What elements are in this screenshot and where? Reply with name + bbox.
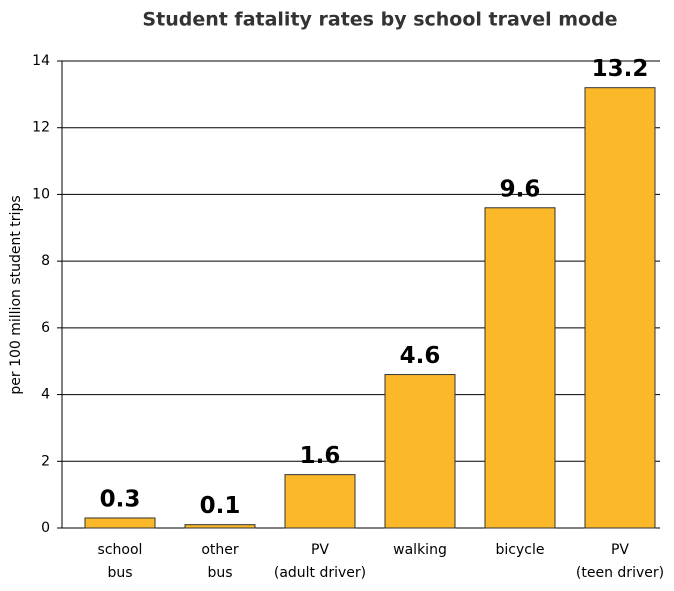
- data-label: 4.6: [400, 343, 441, 369]
- y-tick-label: 12: [32, 120, 50, 136]
- data-label: 13.2: [592, 56, 649, 82]
- x-tick-label: bus: [207, 565, 232, 581]
- bar: [584, 87, 656, 529]
- y-tick-label: 6: [41, 320, 50, 336]
- x-tick-label: PV: [611, 542, 629, 558]
- x-tick-label: bus: [107, 565, 132, 581]
- y-tick-label: 8: [41, 253, 50, 269]
- y-tick-label: 4: [41, 387, 50, 403]
- y-tick-label: 0: [41, 520, 50, 536]
- x-tick-label: walking: [393, 542, 447, 558]
- x-tick-label: (teen driver): [576, 565, 664, 581]
- bar: [284, 474, 356, 529]
- data-label: 9.6: [500, 176, 541, 202]
- data-label: 1.6: [300, 443, 341, 469]
- y-tick-label: 2: [41, 453, 50, 469]
- bar: [184, 524, 256, 529]
- bar: [84, 517, 156, 529]
- y-tick-label: 10: [32, 186, 50, 202]
- data-label: 0.3: [100, 486, 141, 512]
- chart-title: Student fatality rates by school travel …: [142, 9, 617, 31]
- x-tick-label: other: [201, 542, 239, 558]
- x-tick-label: PV: [311, 542, 329, 558]
- y-axis-label: per 100 million student trips: [8, 195, 24, 394]
- x-tick-label: school: [98, 542, 143, 558]
- bar: [384, 374, 456, 529]
- bar: [484, 207, 556, 529]
- x-tick-label: (adult driver): [274, 565, 366, 581]
- data-label: 0.1: [200, 493, 241, 519]
- x-tick-label: bicycle: [496, 542, 545, 558]
- y-tick-label: 14: [32, 53, 50, 69]
